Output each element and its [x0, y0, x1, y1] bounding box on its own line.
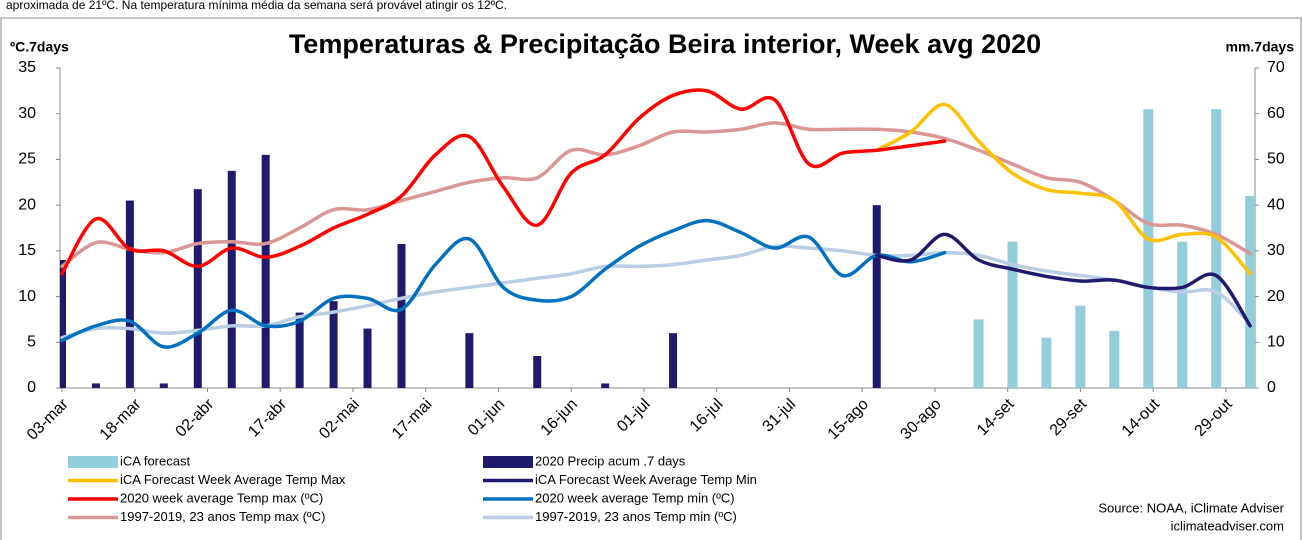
source: iclimateadviser.com	[1171, 518, 1284, 533]
x-tick-label: 16-jul	[687, 396, 727, 436]
x-tick-label: 01-jul	[614, 396, 654, 436]
bar	[533, 356, 542, 388]
x-tick-label: 17-abr	[245, 395, 290, 440]
bar	[91, 383, 100, 388]
x-tick-label: 29-out	[1192, 395, 1237, 440]
bar	[261, 154, 270, 388]
legend-label: 2020 Precip acum .7 days	[535, 453, 686, 468]
bar	[601, 383, 610, 388]
bar	[1041, 337, 1052, 388]
y2-tick-label: 50	[1267, 151, 1285, 168]
bar	[227, 170, 236, 388]
y2-tick-label: 0	[1267, 379, 1276, 396]
legend-entry: 2020 week average Temp min (ºC)	[483, 490, 735, 505]
legend-swatch	[483, 456, 533, 468]
header-text: aproximada de 21ºC. Na temperatura mínim…	[6, 0, 507, 12]
line	[60, 218, 947, 349]
legend-entry: iCA forecast	[68, 453, 190, 468]
bar	[295, 312, 304, 388]
bar	[1211, 109, 1222, 389]
y2-axis-label: mm.7days	[1226, 39, 1295, 55]
x-tick-label: 15-ago	[825, 396, 872, 443]
y-axis-label: ºC.7days	[10, 39, 69, 55]
line	[874, 102, 1252, 276]
legend-entry: 1997-2019, 23 anos Temp min (ºC)	[483, 509, 737, 524]
y2-tick-label: 10	[1267, 334, 1285, 351]
bar	[159, 383, 168, 388]
y2-tick-label: 20	[1267, 288, 1285, 305]
x-tick-label: 01-jun	[465, 396, 508, 439]
line	[60, 88, 947, 276]
x-tick-label: 29-set	[1047, 395, 1091, 439]
legend-label: 1997-2019, 23 anos Temp max (ºC)	[120, 509, 325, 524]
legend-label: 1997-2019, 23 anos Temp min (ºC)	[535, 509, 737, 524]
x-tick-label: 30-ago	[897, 396, 944, 443]
line	[874, 232, 1252, 328]
y2-tick-label: 40	[1267, 196, 1285, 213]
y2-tick-label: 30	[1267, 242, 1285, 259]
line	[60, 244, 1252, 340]
y-tick-label: 25	[18, 151, 36, 168]
x-tick-label: 16-jun	[538, 396, 581, 439]
chart-frame	[0, 17, 1302, 540]
y-tick-label: 5	[27, 334, 36, 351]
bar	[465, 333, 474, 388]
y-tick-label: 35	[18, 59, 36, 76]
x-tick-label: 17-mai	[389, 396, 436, 443]
bar	[1109, 330, 1120, 388]
bar	[1177, 241, 1188, 388]
line	[60, 121, 1252, 269]
bar	[193, 189, 202, 388]
y-tick-label: 15	[18, 242, 36, 259]
y-tick-label: 30	[18, 105, 36, 122]
y2-tick-label: 70	[1267, 59, 1285, 76]
legend-swatch	[68, 456, 118, 468]
bar	[397, 244, 406, 388]
bar	[669, 333, 678, 388]
bar	[872, 205, 881, 388]
legend-label: iCA forecast	[120, 453, 190, 468]
y-tick-label: 0	[27, 379, 36, 396]
bar	[125, 200, 134, 388]
bar	[1075, 305, 1086, 388]
legend-entry: iCA Forecast Week Average Temp Max	[68, 472, 346, 487]
x-tick-label: 02-mai	[316, 396, 363, 443]
legend-label: iCA Forecast Week Average Temp Min	[535, 472, 757, 487]
bar	[1007, 241, 1018, 388]
legend-label: 2020 week average Temp min (ºC)	[535, 490, 735, 505]
legend-entry: 2020 Precip acum .7 days	[483, 453, 686, 468]
legend-entry: 1997-2019, 23 anos Temp max (ºC)	[68, 509, 325, 524]
bar	[60, 260, 66, 388]
x-tick-label: 31-jul	[760, 396, 800, 436]
x-tick-label: 18-mar	[97, 395, 145, 443]
source: Source: NOAA, iClimate Adviser	[1098, 500, 1284, 515]
bar	[363, 328, 372, 388]
y2-tick-label: 60	[1267, 105, 1285, 122]
bar	[1143, 109, 1154, 389]
legend-label: 2020 week average Temp max (ºC)	[120, 490, 323, 505]
legend-entry: iCA Forecast Week Average Temp Min	[483, 472, 757, 487]
x-tick-label: 03-mar	[24, 395, 72, 443]
bar	[329, 301, 338, 388]
y-tick-label: 10	[18, 288, 36, 305]
y-tick-label: 20	[18, 196, 36, 213]
x-tick-label: 14-set	[974, 395, 1018, 439]
chart-title: Temperaturas & Precipitação Beira interi…	[289, 29, 1041, 59]
x-tick-label: 02-abr	[173, 395, 218, 440]
bar	[973, 319, 984, 388]
legend-label: iCA Forecast Week Average Temp Max	[120, 472, 346, 487]
x-tick-label: 14-out	[1119, 395, 1164, 440]
legend-entry: 2020 week average Temp max (ºC)	[68, 490, 323, 505]
bar	[1245, 196, 1255, 388]
